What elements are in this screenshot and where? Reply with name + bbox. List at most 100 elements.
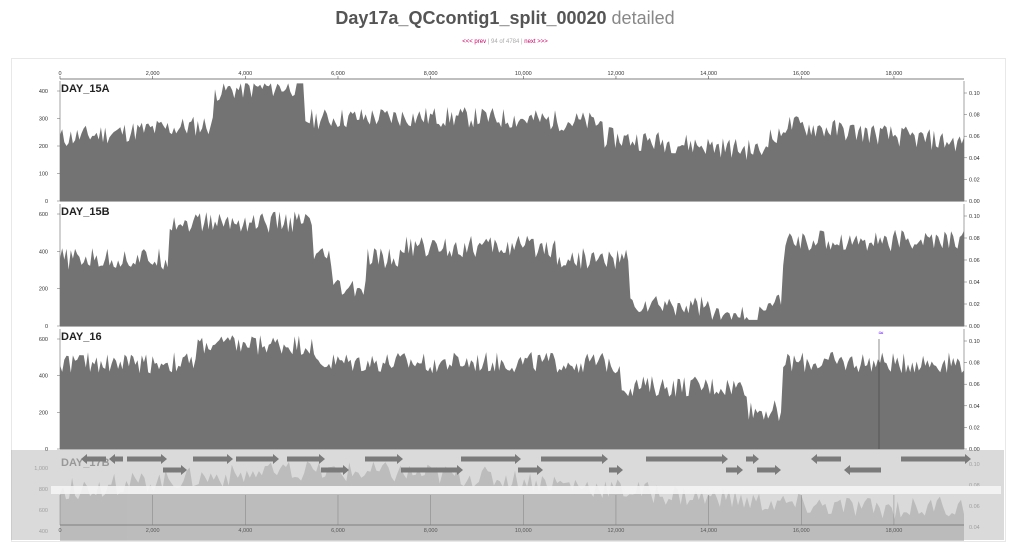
gene-arrow	[746, 454, 759, 464]
y-tick-label: 200	[39, 287, 48, 293]
gene-arrow	[646, 454, 728, 464]
x-tick-label: 2,000	[146, 528, 160, 534]
y2-tick-label: 0.00	[969, 199, 980, 205]
y2-tick-label: 0.06	[969, 258, 980, 264]
y2-tick-label: 0.02	[969, 177, 980, 183]
y2-tick-label: 0.02	[969, 302, 980, 308]
gene-arrow	[109, 454, 123, 464]
y-tick-label: 600	[39, 337, 48, 343]
x-tick-label: 14,000	[700, 528, 717, 534]
gene-arrow	[901, 454, 971, 464]
y-tick-label: 0	[45, 199, 48, 205]
x-tick-label: 4,000	[238, 71, 252, 77]
track-day15b: 600 400 200 0 0.10 0.08 0.06 0.04 0.02 0.00 DAY_15…	[39, 204, 980, 330]
y2-tick-label: 0.04	[969, 280, 980, 286]
x-tick-label: 0	[58, 71, 61, 77]
y-tick-label: 400	[39, 89, 48, 95]
gene-arrow	[321, 465, 349, 475]
x-tick-label: 2,000	[146, 71, 160, 77]
gene-arrow	[193, 454, 233, 464]
gene-arrow	[609, 465, 623, 475]
gene-arrow	[236, 454, 279, 464]
sample-name: DAY_15A	[61, 83, 110, 95]
x-tick-label: 12,000	[608, 528, 625, 534]
gene-arrow	[811, 454, 841, 464]
x-tick-label: 14,000	[700, 71, 717, 77]
x-tick-label: 10,000	[515, 528, 532, 534]
y-tick-label: 600	[39, 212, 48, 218]
y-tick-label: 200	[39, 144, 48, 150]
y-tick-label: 1,000	[34, 466, 48, 472]
y-tick-label: 200	[39, 410, 48, 416]
y-tick-label: 300	[39, 117, 48, 123]
pager: <<< prev | 94 of 4784 | next >>>	[462, 39, 548, 45]
position-indicator: 94 of 4784	[490, 39, 520, 45]
x-tick-label: 6,000	[331, 71, 345, 77]
gene-arrows-svg	[51, 454, 1001, 494]
sample-name: DAY_15B	[61, 206, 110, 218]
gene-arrow	[287, 454, 325, 464]
y2-tick-label: 0.10	[969, 462, 980, 468]
gene-arrow	[81, 454, 106, 464]
gene-arrow	[844, 465, 881, 475]
gene-arrow	[726, 465, 743, 475]
gene-overlay	[11, 450, 1004, 540]
y-tick-label: 600	[39, 508, 48, 514]
gene-arrow	[365, 454, 403, 464]
track-day16: 600 400 200 0 0.10 0.08 0.06 0.04 0.02 0.00 DAY_16	[39, 329, 980, 453]
track-day15a: 400 300 200 100 0 0.10 0.08 0.06 0.04 0.02 0.00 DAY…	[39, 81, 980, 205]
page-title: Day17a_QCcontig1_split_00020 detailed	[0, 8, 1010, 29]
y-tick-label: 100	[39, 172, 48, 178]
y2-tick-label: 0.06	[969, 134, 980, 140]
x-tick-label: 8,000	[424, 71, 438, 77]
y2-tick-label: 0.06	[969, 504, 980, 510]
gene-arrow	[163, 465, 187, 475]
prev-link[interactable]: <<< prev	[462, 39, 487, 45]
y2-tick-label: 0.08	[969, 236, 980, 242]
x-tick-label: 8,000	[424, 528, 438, 534]
y-tick-label: 400	[39, 374, 48, 380]
x-tick-label: 6,000	[331, 528, 345, 534]
y-tick-label: 0	[45, 324, 48, 330]
x-tick-label: 4,000	[238, 528, 252, 534]
y-tick-label: 400	[39, 249, 48, 255]
x-tick-label: 16,000	[793, 71, 810, 77]
gene-arrow	[518, 465, 543, 475]
x-tick-label: 18,000	[886, 528, 903, 534]
gene-arrow	[541, 454, 608, 464]
y2-tick-label: 0.04	[969, 156, 980, 162]
y2-tick-label: 0.10	[969, 91, 980, 97]
x-tick-label: 12,000	[608, 71, 625, 77]
y2-tick-label: 0.08	[969, 113, 980, 119]
y-tick-label: 400	[39, 529, 48, 535]
y-tick-label: 0	[45, 447, 48, 453]
y2-tick-label: 0.10	[969, 214, 980, 220]
gene-arrow	[461, 454, 521, 464]
next-link[interactable]: next >>>	[524, 39, 548, 45]
x-tick-label: 18,000	[886, 71, 903, 77]
contig-name: Day17a_QCcontig1_split_00020	[335, 8, 607, 28]
x-tick-label: 16,000	[793, 528, 810, 534]
y2-tick-label: 0.06	[969, 382, 980, 388]
marker-icon: ≈	[878, 329, 884, 337]
gene-arrow	[757, 465, 781, 475]
title-suffix: detailed	[611, 8, 675, 28]
sample-name: DAY_16	[61, 331, 102, 343]
y2-tick-label: 0.10	[969, 339, 980, 345]
y2-tick-label: 0.04	[969, 525, 980, 531]
y-tick-label: 800	[39, 487, 48, 493]
y2-tick-label: 0.08	[969, 361, 980, 367]
y2-tick-label: 0.02	[969, 425, 980, 431]
x-tick-label: 0	[58, 528, 61, 534]
coverage-area	[60, 211, 964, 326]
y2-tick-label: 0.00	[969, 447, 980, 453]
coverage-area	[60, 335, 964, 449]
overlay-band	[51, 486, 1001, 494]
gene-arrow	[401, 465, 463, 475]
coverage-svg: 0 2,000 4,000 6,000 8,000 10,000 12,000 14,000 1…	[34, 71, 980, 541]
coverage-area	[60, 83, 964, 201]
x-tick-label: 10,000	[515, 71, 532, 77]
gene-arrow	[127, 454, 167, 464]
coverage-area	[60, 461, 964, 541]
y2-tick-label: 0.04	[969, 404, 980, 410]
